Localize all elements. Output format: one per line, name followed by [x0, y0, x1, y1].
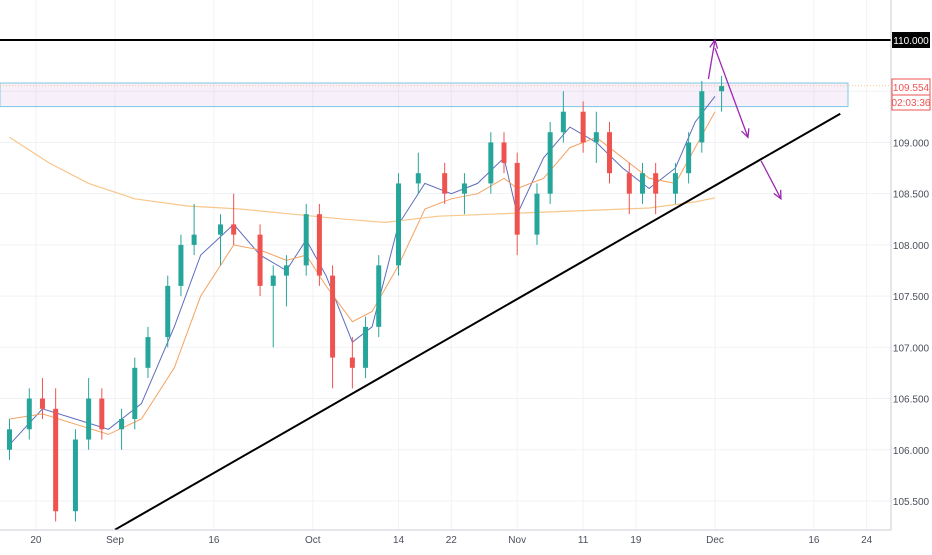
candle-body	[461, 183, 467, 194]
candle-body	[53, 408, 59, 512]
last-price-text: 109.554	[893, 83, 930, 94]
projection-arrow-shaft	[714, 47, 749, 138]
x-tick-label: Sep	[106, 535, 124, 546]
candle-body	[442, 173, 448, 194]
x-tick-label: 16	[808, 535, 820, 546]
x-tick-label: 24	[861, 535, 873, 546]
candle-body	[86, 398, 92, 440]
candle-body	[257, 234, 263, 286]
x-tick-label: 16	[208, 535, 220, 546]
x-tick-label: 20	[30, 535, 42, 546]
candle-body	[119, 419, 125, 430]
candle-body	[217, 224, 223, 235]
candle-body	[303, 214, 309, 266]
support-resistance-zone[interactable]	[0, 82, 891, 108]
candle-body	[270, 275, 276, 286]
x-tick-label: Dec	[706, 535, 724, 546]
resistance-price-tag	[892, 32, 930, 48]
x-tick-label: 22	[446, 535, 458, 546]
projection-arrow-head	[773, 189, 782, 201]
candle-body	[72, 439, 78, 512]
candle-body	[145, 337, 151, 368]
y-tick-label: 109.000	[893, 138, 930, 149]
candle-body	[501, 142, 507, 163]
countdown-tag	[891, 94, 931, 111]
candle-body	[283, 265, 289, 276]
candle-body	[26, 398, 32, 430]
candle-body	[626, 173, 632, 194]
candle-body	[316, 214, 322, 276]
candle-body	[686, 142, 692, 174]
candle-body	[191, 234, 197, 245]
resistance-price-text: 110.000	[893, 36, 929, 47]
candle-body	[580, 111, 586, 143]
trendline	[114, 112, 841, 531]
x-tick-label: 19	[630, 535, 642, 546]
candle-body	[488, 142, 494, 184]
projection-arrow-head	[741, 128, 750, 139]
candle-body	[514, 162, 520, 235]
candle-body	[534, 193, 540, 235]
zone-rect	[0, 82, 849, 108]
y-tick-label: 107.500	[893, 292, 930, 303]
countdown-text: 02:03:36	[892, 98, 931, 109]
candle-body	[7, 429, 13, 450]
candle-body	[363, 326, 369, 368]
candle-body	[132, 367, 138, 420]
candle-body	[165, 285, 171, 338]
candle-body	[639, 173, 645, 194]
candle-body	[560, 111, 566, 133]
time-axis[interactable]: 20 Sep 16 Oct 14 22 Nov 11 19 Dec 16 24	[30, 535, 872, 546]
candle-body	[415, 173, 421, 184]
candle-body	[330, 275, 336, 358]
candle-body	[672, 173, 678, 194]
x-tick-label: Oct	[305, 535, 321, 546]
candle-body	[396, 183, 402, 266]
y-tick-label: 108.500	[893, 190, 930, 201]
projection-arrow-shaft	[760, 160, 782, 200]
drawn-lines[interactable]	[0, 39, 891, 531]
x-tick-label: 14	[393, 535, 405, 546]
candle-body	[607, 132, 613, 174]
candles	[7, 75, 725, 522]
candle-body	[376, 265, 382, 327]
x-tick-label: 11	[578, 535, 589, 546]
candle-body	[39, 398, 45, 409]
candle-body	[99, 398, 105, 430]
projection-arrows[interactable]	[707, 38, 782, 201]
candle-body	[719, 86, 725, 92]
moving-average-line	[9, 136, 716, 224]
candle-body	[699, 91, 705, 143]
grid	[0, 0, 891, 530]
candle-body	[547, 132, 553, 194]
candle-body	[653, 173, 659, 194]
price-axis[interactable]: 105.500 106.000 106.500 107.000 107.500 108.0…	[0, 0, 930, 531]
projection-arrow-head	[709, 38, 719, 49]
candle-body	[178, 244, 184, 286]
y-tick-label: 105.500	[893, 497, 930, 508]
candle-body	[349, 357, 355, 368]
y-tick-label: 106.000	[893, 446, 930, 457]
candle-body	[231, 224, 237, 235]
y-tick-label: 106.500	[893, 395, 930, 406]
price-labels: 110.000 109.554 02:03:36	[891, 32, 931, 111]
y-tick-label: 107.000	[893, 343, 930, 354]
y-tick-label: 108.000	[893, 241, 930, 252]
x-tick-label: Nov	[508, 535, 526, 546]
projection-arrow-shaft	[707, 39, 716, 80]
candle-body	[593, 132, 599, 143]
